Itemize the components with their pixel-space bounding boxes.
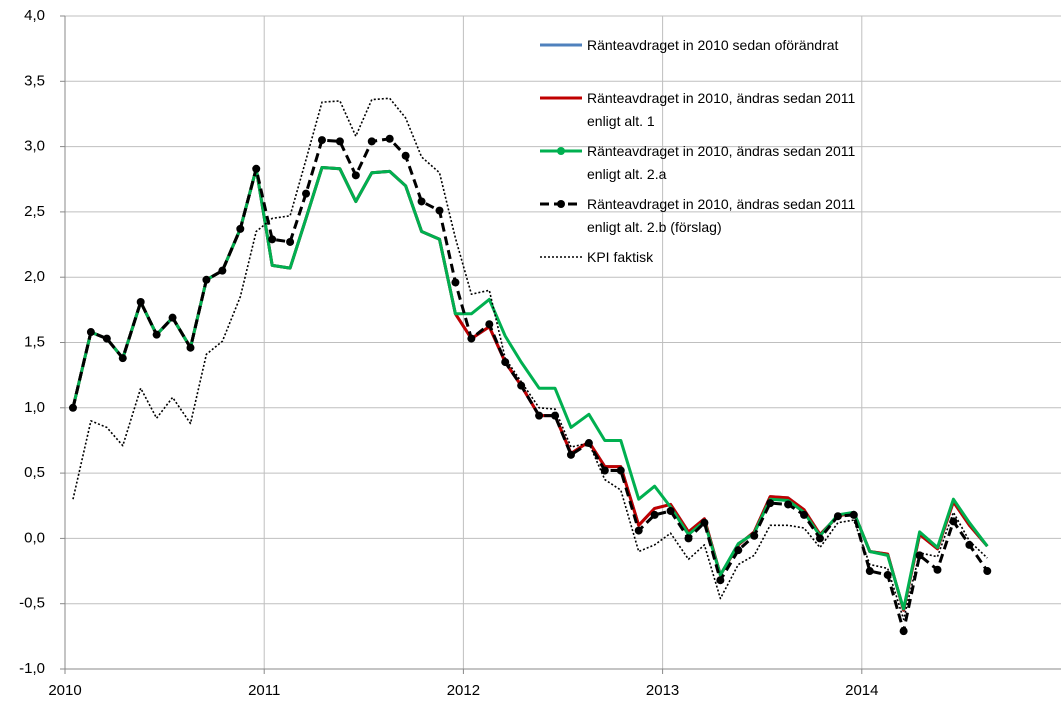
point <box>467 334 476 343</box>
y-tick-label: 3,5 <box>24 72 45 89</box>
y-tick-label: -1,0 <box>19 660 45 677</box>
legend-label: Ränteavdraget in 2010 sedan oförändrat <box>587 37 839 53</box>
point <box>252 164 261 173</box>
point <box>435 206 444 215</box>
y-tick-label: 0,5 <box>24 464 45 481</box>
point <box>750 531 759 540</box>
point <box>485 320 494 329</box>
y-tick-label: 1,5 <box>24 333 45 350</box>
point <box>983 567 992 576</box>
point <box>286 237 295 246</box>
legend-marker <box>557 147 565 155</box>
point <box>152 330 161 339</box>
point <box>168 313 177 322</box>
y-tick-label: 3,0 <box>24 138 45 155</box>
x-tick-label: 2014 <box>845 682 878 699</box>
point <box>600 466 609 475</box>
point <box>899 627 908 636</box>
point <box>650 510 659 519</box>
legend-label: Ränteavdraget in 2010, ändras sedan 2011… <box>587 196 856 235</box>
point <box>317 136 326 145</box>
point <box>766 499 775 508</box>
y-tick-label: 2,5 <box>24 203 45 220</box>
point <box>965 540 974 549</box>
point <box>634 526 643 535</box>
point <box>684 534 693 543</box>
point <box>335 137 344 146</box>
y-tick-label: 4,0 <box>24 7 45 24</box>
x-tick-label: 2012 <box>447 682 480 699</box>
point <box>351 171 360 180</box>
legend-marker <box>557 200 565 208</box>
point <box>933 565 942 574</box>
series-line <box>71 137 989 633</box>
point <box>800 510 809 519</box>
point <box>268 235 277 244</box>
legend-label: Ränteavdraget in 2010, ändras sedan 2011… <box>587 90 856 129</box>
point <box>68 403 77 412</box>
point <box>535 411 544 420</box>
point <box>385 134 394 143</box>
point <box>401 151 410 160</box>
point <box>949 517 958 526</box>
point <box>734 546 743 555</box>
point <box>86 328 95 337</box>
legend-label: KPI faktisk <box>587 249 654 265</box>
point <box>666 506 675 515</box>
point <box>102 334 111 343</box>
series-line <box>72 97 988 621</box>
point <box>815 534 824 543</box>
point <box>616 466 625 475</box>
point <box>118 354 127 363</box>
point <box>218 266 227 275</box>
y-tick-label: 2,0 <box>24 268 45 285</box>
point <box>833 512 842 521</box>
point <box>517 381 526 390</box>
legend-label: Ränteavdraget in 2010, ändras sedan 2011… <box>587 143 856 182</box>
x-tick-label: 2013 <box>646 682 679 699</box>
point <box>236 224 245 233</box>
point <box>501 358 510 367</box>
point <box>367 137 376 146</box>
point <box>915 551 924 560</box>
point <box>566 450 575 459</box>
y-tick-label: -0,5 <box>19 595 45 612</box>
point <box>716 576 725 585</box>
x-tick-label: 2011 <box>248 682 280 699</box>
point <box>784 500 793 509</box>
point <box>302 189 311 198</box>
point <box>451 278 460 287</box>
point <box>849 510 858 519</box>
point <box>417 197 426 206</box>
point <box>186 343 195 352</box>
point <box>202 275 211 284</box>
point <box>700 518 709 527</box>
point <box>865 567 874 576</box>
y-tick-label: 0,0 <box>24 529 45 546</box>
x-tick-label: 2010 <box>48 682 81 699</box>
point <box>136 298 145 307</box>
y-tick-label: 1,0 <box>24 399 45 416</box>
